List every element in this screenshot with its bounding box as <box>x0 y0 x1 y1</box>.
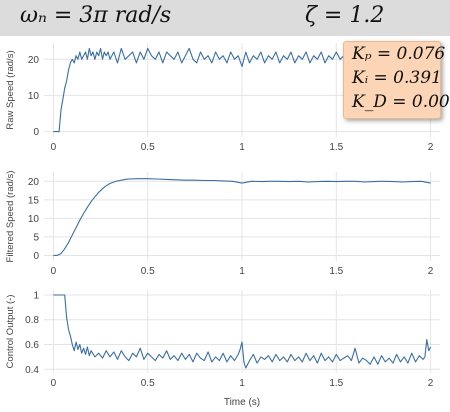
filtered-speed-x-tick-label: 0 <box>51 266 57 277</box>
raw-speed-y-tick-label: 20 <box>28 55 40 66</box>
raw-speed-x-tick-label: 1 <box>239 142 245 153</box>
kp-gain: Kₚ = 0.076 <box>352 44 446 64</box>
filtered-speed-x-tick-label: 1 <box>239 266 245 277</box>
header-bar: ωₙ = 3π rad/s ζ = 1.2 <box>0 0 450 36</box>
filtered-speed-y-tick-label: 0 <box>33 251 39 262</box>
filtered-speed-x-tick-label: 2 <box>428 266 434 277</box>
ki-gain: Kᵢ = 0.391 <box>352 68 442 88</box>
control-output-x-tick-label: 0 <box>51 378 57 389</box>
filtered-speed-y-tick-label: 20 <box>28 177 40 188</box>
raw-speed-x-tick-label: 0 <box>51 142 57 153</box>
control-output-x-tick-label: 1.5 <box>329 378 343 389</box>
filtered-speed-y-tick-label: 10 <box>28 214 40 225</box>
control-output-y-tick-label: 1 <box>33 290 39 301</box>
control-output-y-axis-label: Control Output (-) <box>5 295 16 369</box>
control-output-x-tick-label: 1 <box>239 378 245 389</box>
damping-ratio-label: ζ = 1.2 <box>305 3 385 28</box>
filtered-speed-y-tick-label: 5 <box>33 232 39 243</box>
control-output-series-line <box>53 294 432 369</box>
control-output-y-tick-label: 0.4 <box>25 365 39 376</box>
raw-speed-x-tick-label: 1.5 <box>329 142 343 153</box>
control-output-x-tick-label: 2 <box>428 378 434 389</box>
filtered-speed-y-tick-label: 15 <box>28 195 40 206</box>
natural-frequency-label: ωₙ = 3π rad/s <box>20 3 172 28</box>
control-output-y-tick-label: 0.6 <box>25 340 39 351</box>
raw-speed-y-tick-label: 0 <box>33 127 39 138</box>
filtered-speed-series-line <box>53 178 431 256</box>
kd-gain: K_D = 0.005 <box>352 92 450 112</box>
raw-speed-y-axis-label: Raw Speed (rad/s) <box>5 50 16 129</box>
pid-gains-box: Kₚ = 0.076 Kᵢ = 0.391 K_D = 0.005 <box>343 41 450 119</box>
raw-speed-x-tick-label: 0.5 <box>141 142 155 153</box>
filtered-speed-x-tick-label: 1.5 <box>329 266 343 277</box>
control-output-y-tick-label: 0.8 <box>25 315 39 326</box>
control-output-x-tick-label: 0.5 <box>141 378 155 389</box>
filtered-speed-y-axis-label: Filtered Speed (rad/s) <box>5 171 16 263</box>
control-output-x-axis-label: Time (s) <box>224 397 260 408</box>
filtered-speed-x-tick-label: 0.5 <box>141 266 155 277</box>
raw-speed-x-tick-label: 2 <box>428 142 434 153</box>
raw-speed-y-tick-label: 10 <box>28 91 40 102</box>
